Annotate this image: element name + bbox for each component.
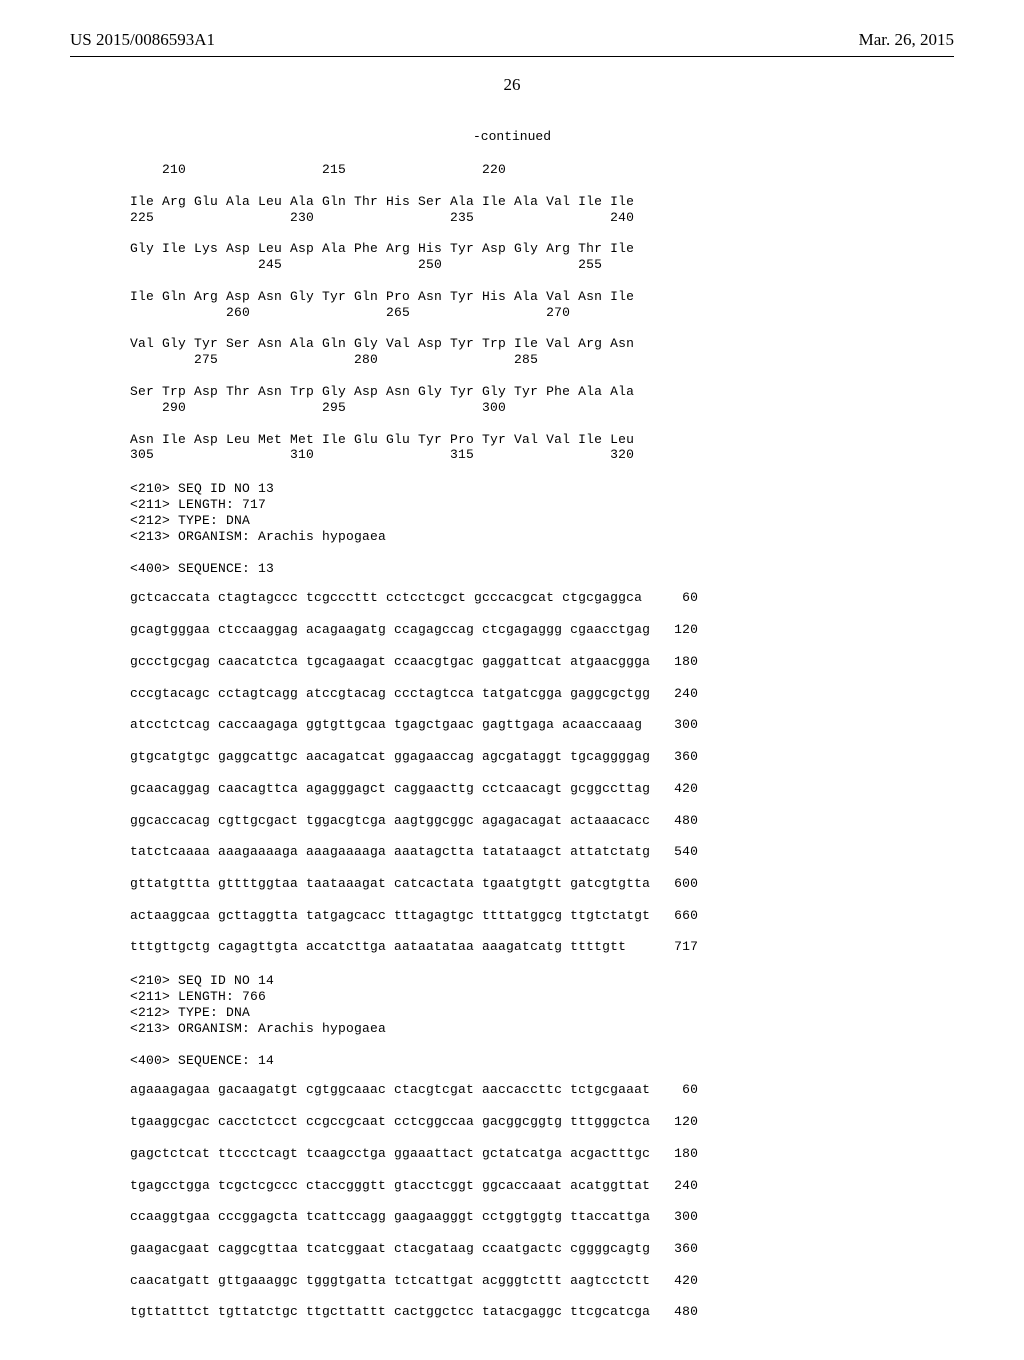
pub-date: Mar. 26, 2015: [859, 30, 954, 50]
pub-number: US 2015/0086593A1: [70, 30, 215, 50]
seq13-header: <210> SEQ ID NO 13 <211> LENGTH: 717 <21…: [130, 481, 954, 576]
seq14-header: <210> SEQ ID NO 14 <211> LENGTH: 766 <21…: [130, 973, 954, 1068]
page-number: 26: [70, 75, 954, 95]
protein-sequence-block: 210 215 220 Ile Arg Glu Ala Leu Ala Gln …: [130, 162, 954, 463]
seq13-body: gctcaccata ctagtagccc tcgcccttt cctcctcg…: [130, 590, 954, 955]
continued-label: -continued: [70, 129, 954, 144]
seq14-body: agaaagagaa gacaagatgt cgtggcaaac ctacgtc…: [130, 1082, 954, 1320]
header-rule: [70, 56, 954, 57]
